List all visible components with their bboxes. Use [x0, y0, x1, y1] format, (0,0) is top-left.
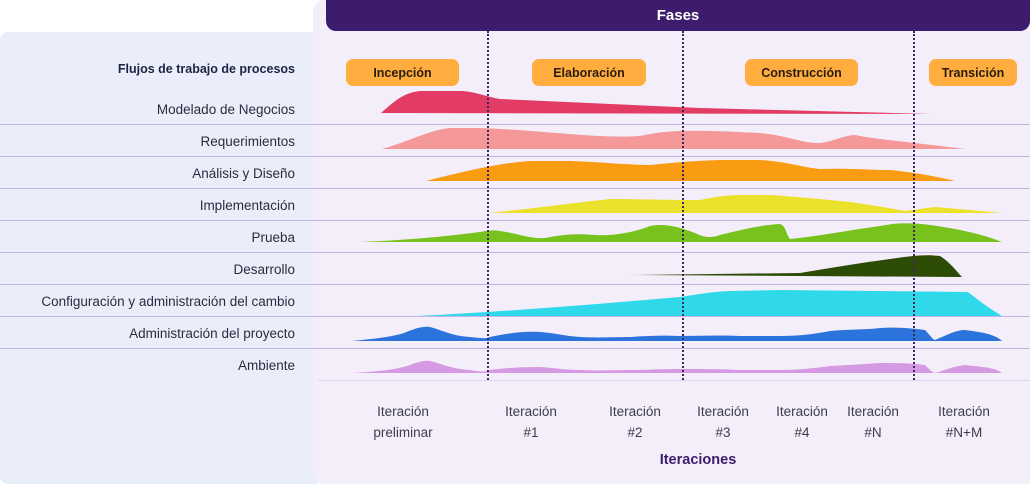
- iteration-label-line2: preliminar: [373, 425, 433, 440]
- phase-pill-transicion: Transición: [929, 59, 1017, 86]
- curve-configuracion-y-cambio: [418, 290, 1002, 316]
- curve-desarrollo: [630, 255, 962, 277]
- iteration-label-1: Iteración #1: [486, 401, 576, 443]
- row-separator: [0, 316, 1030, 317]
- iteration-label-3: Iteración #3: [678, 401, 768, 443]
- iteration-label-line2: #4: [794, 425, 810, 440]
- iteration-label-line1: Iteración: [938, 404, 990, 419]
- iteration-label-line2: #1: [523, 425, 539, 440]
- phase-pill-construccion: Construcción: [745, 59, 858, 86]
- iteration-label-line2: #N+M: [945, 425, 983, 440]
- row-separator: [318, 380, 1030, 381]
- iteration-label-preliminar: Iteración preliminar: [358, 401, 448, 443]
- phases-header: Fases: [326, 0, 1030, 31]
- iteration-label-line2: #3: [715, 425, 731, 440]
- row-separator: [0, 156, 1030, 157]
- workflow-label-ambiente: Ambiente: [237, 358, 295, 373]
- iteration-label-line2: #N: [864, 425, 882, 440]
- row-separator: [0, 348, 1030, 349]
- iteration-label-line1: Iteración: [847, 404, 899, 419]
- curve-modelado-de-negocios: [381, 91, 932, 114]
- curve-analisis-y-diseno: [426, 160, 955, 181]
- iteration-label-n: Iteración #N: [828, 401, 918, 443]
- row-separator: [0, 284, 1030, 285]
- workflow-label-configuracion: Configuración y administración del cambi…: [41, 294, 295, 309]
- workflow-label-administracion: Administración del proyecto: [129, 326, 295, 341]
- iteration-label-line1: Iteración: [776, 404, 828, 419]
- workflows-title: Flujos de trabajo de procesos: [117, 62, 295, 76]
- phase-divider: [913, 31, 915, 380]
- workflow-label-requerimientos: Requerimientos: [200, 134, 295, 149]
- workflow-label-implementacion: Implementación: [199, 198, 295, 213]
- workflow-label-analisis: Análisis y Diseño: [192, 166, 295, 181]
- row-separator: [0, 252, 1030, 253]
- phase-divider: [487, 31, 489, 380]
- iteration-label-line1: Iteración: [697, 404, 749, 419]
- iteration-label-line1: Iteración: [505, 404, 557, 419]
- row-separator: [0, 220, 1030, 221]
- iteration-label-n-m: Iteración #N+M: [919, 401, 1009, 443]
- phase-pill-elaboracion: Elaboración: [532, 59, 646, 86]
- iteration-label-4: Iteración #4: [757, 401, 847, 443]
- row-separator: [0, 188, 1030, 189]
- workflow-label-prueba: Prueba: [251, 230, 295, 245]
- iteration-label-2: Iteración #2: [590, 401, 680, 443]
- workflow-label-desarrollo: Desarrollo: [233, 262, 295, 277]
- curve-implementacion: [488, 195, 1002, 213]
- curve-requerimientos: [382, 128, 965, 149]
- curve-ambiente: [352, 360, 1002, 373]
- row-separator: [0, 124, 1030, 125]
- workflows-panel: [0, 32, 318, 484]
- iterations-title: Iteraciones: [659, 452, 737, 468]
- phase-pill-incepcion: Incepción: [346, 59, 459, 86]
- curve-administracion-del-proyecto: [352, 326, 1002, 341]
- workflow-label-modelado: Modelado de Negocios: [156, 102, 295, 117]
- iteration-label-line1: Iteración: [609, 404, 661, 419]
- curve-prueba: [360, 223, 1002, 242]
- iteration-label-line1: Iteración: [377, 404, 429, 419]
- iteration-label-line2: #2: [627, 425, 643, 440]
- phase-divider: [682, 31, 684, 380]
